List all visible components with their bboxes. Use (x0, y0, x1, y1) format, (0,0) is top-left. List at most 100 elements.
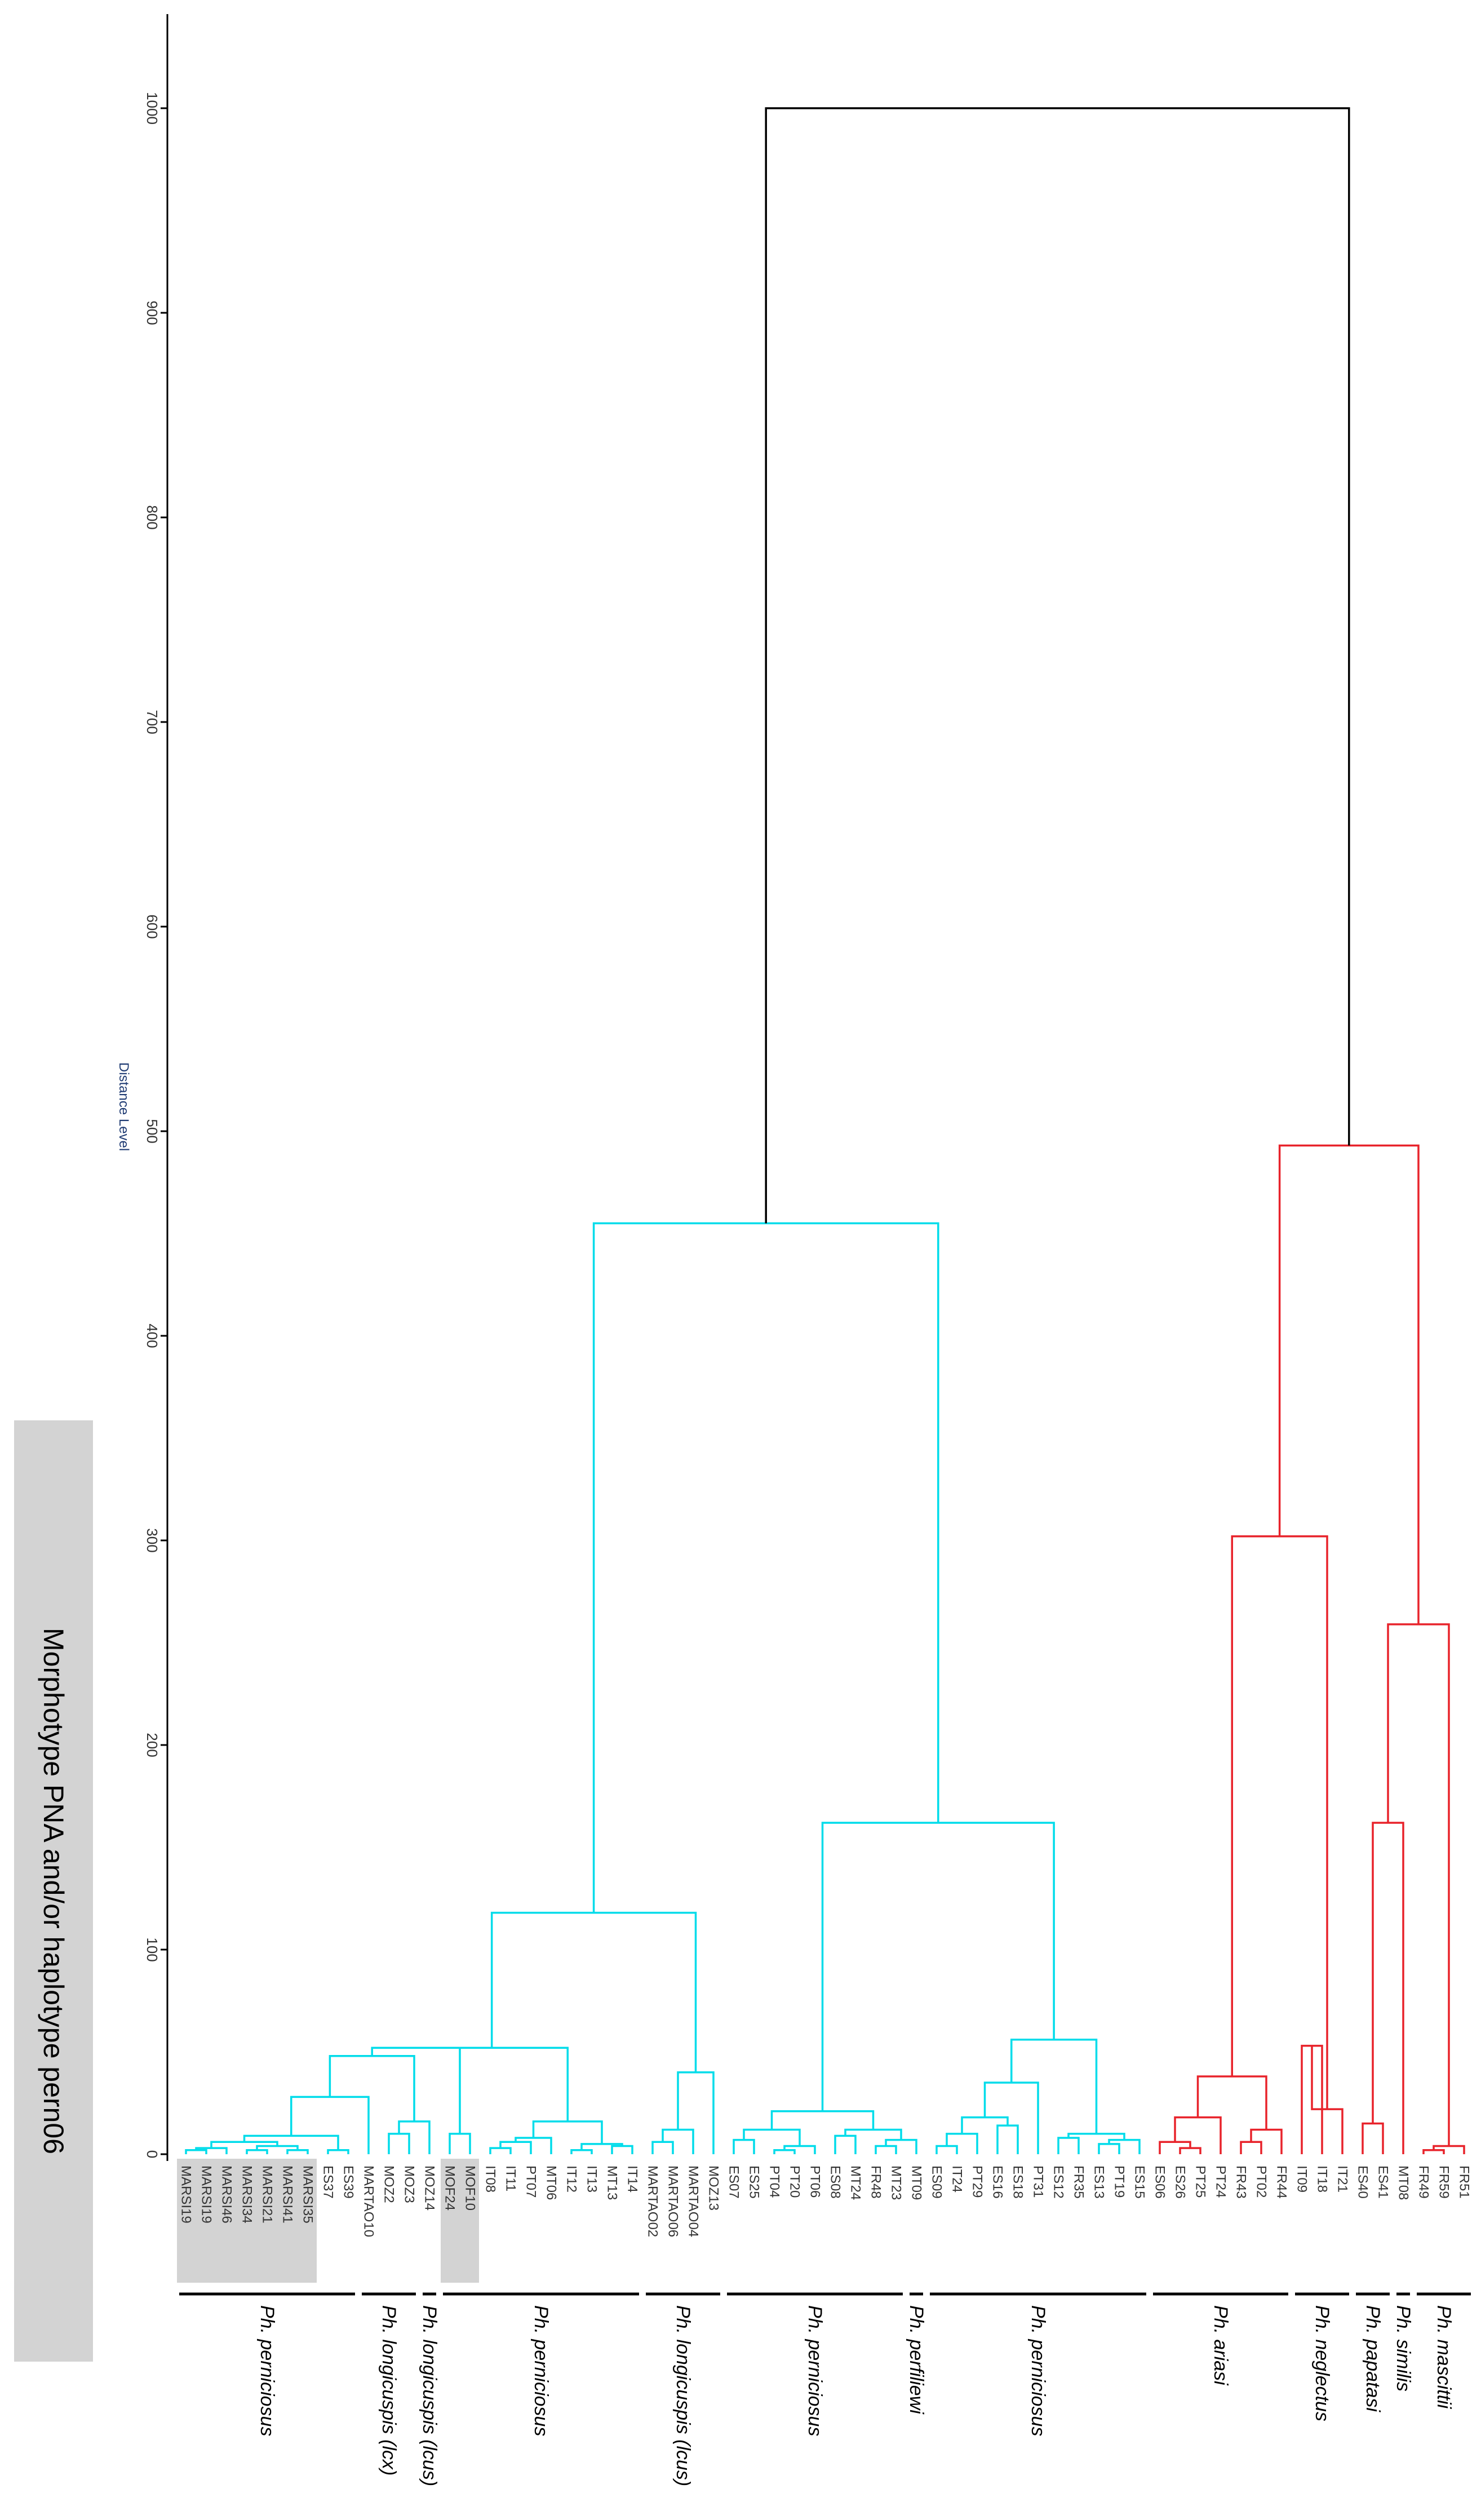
group-label: Ph. longicuspis (lcus) (672, 2305, 694, 2486)
leaf-label: FR35 (1071, 2165, 1087, 2199)
leaf-label: MOZ2 (382, 2165, 397, 2203)
dendrogram-branch (592, 1222, 939, 1913)
dendrogram-branch (743, 2128, 801, 2146)
group-label: Ph. perniciosus (530, 2305, 552, 2436)
leaf-label: MARSI34 (240, 2165, 255, 2224)
group-label: Ph. neglectus (1311, 2305, 1333, 2421)
group-label: Ph. similis (1393, 2305, 1414, 2391)
leaf-label: PT24 (1213, 2165, 1229, 2198)
dendrogram-branch (398, 2120, 431, 2154)
leaf-label: IT18 (1315, 2165, 1330, 2193)
leaf-label: MARTAO02 (645, 2165, 660, 2237)
leaf-label: MARSI19 (179, 2165, 194, 2224)
leaf-label: MT06 (544, 2165, 559, 2200)
leaf-label: IT11 (503, 2165, 518, 2191)
leaf-label: PT06 (808, 2165, 823, 2198)
dendrogram-branch (1362, 2122, 1384, 2154)
leaf-label: MARTAO06 (666, 2165, 681, 2237)
group-label: Ph. longicuspis (lcx) (378, 2305, 400, 2475)
tick-label: 1000 (144, 92, 161, 125)
dendrogram-branch (1010, 2038, 1098, 2134)
leaf-label: PT02 (1254, 2165, 1269, 2198)
branches (185, 107, 1465, 2154)
dendrogram-branch (1240, 2141, 1262, 2154)
highlight-box (441, 2159, 479, 2283)
leaf-label: ES16 (990, 2165, 1005, 2199)
leaf-label: IT14 (625, 2165, 640, 2193)
dendrogram-branch (195, 2147, 228, 2154)
tick-label: 400 (144, 1323, 161, 1348)
leaf-label: PT19 (1112, 2165, 1127, 2198)
leaf-label: MARSI46 (219, 2165, 234, 2224)
tick-label: 600 (144, 914, 161, 938)
leaf-label: IT12 (564, 2165, 579, 2193)
leaf-label: MOZ3 (402, 2165, 417, 2203)
leaf-label: PT25 (1193, 2165, 1208, 2198)
group-label: Ph. ariasi (1210, 2305, 1231, 2386)
leaf-label: MT23 (889, 2165, 904, 2200)
dendrogram-branch (243, 2134, 339, 2150)
leaf-label: PT29 (970, 2165, 985, 2198)
dendrogram-branch (532, 2120, 603, 2144)
leaf-label: IT24 (950, 2165, 965, 2193)
dendrogram-branch (329, 2055, 415, 2122)
dendrogram-branch (834, 2134, 857, 2154)
leaf-label: MARTAO04 (686, 2165, 701, 2237)
dendrogram-branch (844, 2128, 902, 2140)
leaf-label: MT24 (848, 2165, 863, 2200)
leaf-label: ES26 (1173, 2165, 1188, 2199)
leaf-label: ES37 (321, 2165, 336, 2199)
leaf-label: MT08 (1396, 2165, 1411, 2200)
dendrogram-branch (983, 2081, 1039, 2154)
dendrogram-branch (570, 2149, 593, 2154)
dendrogram-branch (449, 2132, 471, 2154)
group-label: Ph. perniciosus (804, 2305, 826, 2436)
tick-label: 700 (144, 710, 161, 734)
group-label: Ph. papatasi (1362, 2305, 1384, 2412)
tick-label: 100 (144, 1937, 161, 1961)
leaf-label: ES41 (1376, 2165, 1391, 2199)
dendrogram-branch (1057, 2137, 1080, 2154)
leaf-label: PT31 (1031, 2165, 1046, 2198)
dendrogram-branch (875, 2145, 897, 2154)
dendrogram-branch (327, 2149, 349, 2154)
tick-label: 500 (144, 1119, 161, 1143)
highlight-boxes (177, 2159, 479, 2283)
leaf-label: FR44 (1274, 2165, 1289, 2199)
dendrogram-branch (1108, 2138, 1141, 2154)
leaf-label: ES12 (1051, 2165, 1066, 2199)
side-label-box (14, 1420, 93, 2362)
dendrogram-branch (770, 2110, 875, 2130)
group-label: Ph. mascittii (1433, 2305, 1455, 2410)
side-annotation: Morphotype PNA and/or haplotype pern06 (14, 1420, 93, 2362)
leaf-label: MOZ14 (422, 2165, 437, 2211)
distance-axis: 0 100 200 300 400 500 600 700 800 900 1000 (144, 14, 169, 2161)
tick-label: 800 (144, 505, 161, 529)
leaf-label: MARSI41 (280, 2165, 295, 2224)
tick-label: 300 (144, 1528, 161, 1552)
dendrogram-branch (1278, 1144, 1420, 1624)
leaf-label: ES15 (1132, 2165, 1147, 2199)
leaf-label: PT04 (767, 2165, 782, 2198)
leaf-label: MOF24 (442, 2165, 458, 2211)
leaf-label: ES07 (726, 2165, 742, 2199)
leaf-label: ES18 (1010, 2165, 1026, 2199)
dendrogram-branch (290, 2096, 370, 2154)
leaf-label: FR51 (1457, 2165, 1472, 2199)
leaf-label: ES08 (828, 2165, 843, 2199)
leaf-label: FR49 (1416, 2165, 1431, 2199)
dendrogram-branch (1196, 2075, 1267, 2130)
leaf-label: ES09 (929, 2165, 945, 2199)
group-labels: Ph. perniciosus Ph. longicuspis (lcx) Ph. … (179, 2292, 1471, 2486)
dendrogram-branch (416, 2047, 569, 2122)
leaf-label: MARTAO10 (361, 2165, 376, 2237)
dendrogram-branch (1387, 1623, 1450, 2146)
group-label: Ph. perfiliewi (906, 2305, 927, 2415)
leaf-label: MT13 (605, 2165, 620, 2200)
leaf-label: IT08 (483, 2165, 498, 2193)
leaf-label: ES25 (747, 2165, 762, 2199)
dendrogram-branch (885, 2138, 917, 2154)
leaf-label: MOZ13 (706, 2165, 721, 2211)
dendrogram-branch (611, 2145, 633, 2154)
